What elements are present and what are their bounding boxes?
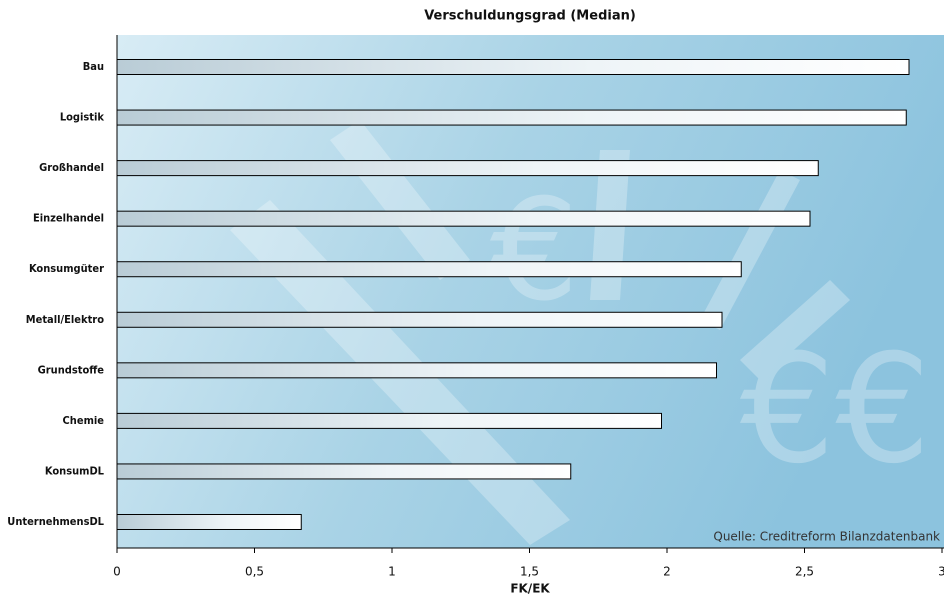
bar — [116, 463, 572, 480]
category-label: Logistik — [60, 111, 105, 124]
category-label: Chemie — [63, 414, 105, 427]
bar — [116, 311, 723, 328]
category-label: Metall/Elektro — [26, 313, 104, 326]
x-tick-label: 2,5 — [795, 565, 814, 579]
bar — [116, 210, 811, 227]
chart-title: Verschuldungsgrad (Median) — [424, 9, 636, 24]
category-label: KonsumDL — [45, 464, 105, 477]
x-tick-label: 1 — [388, 565, 396, 579]
bar — [116, 59, 910, 75]
bar — [116, 109, 907, 126]
euro-sign: €€ — [740, 323, 931, 497]
x-tick-label: 1,5 — [520, 565, 539, 579]
bar — [116, 160, 819, 177]
x-tick-label: 0,5 — [245, 565, 264, 579]
x-tick-label: 2 — [663, 565, 671, 579]
source-note: Quelle: Creditreform Bilanzdatenbank — [713, 530, 940, 544]
category-label: Großhandel — [39, 161, 104, 174]
euro-sign: € — [490, 170, 579, 333]
category-label: Grundstoffe — [38, 363, 105, 376]
category-label: Einzelhandel — [33, 212, 104, 225]
bar — [116, 261, 742, 278]
x-axis-label: FK/EK — [510, 582, 550, 596]
x-tick-label: 0 — [113, 565, 121, 579]
category-label: Konsumgüter — [29, 262, 104, 275]
bar — [116, 412, 662, 429]
bar — [116, 362, 717, 379]
x-tick-label: 3 — [938, 565, 944, 579]
bar — [116, 514, 302, 530]
category-label: UnternehmensDL — [7, 515, 104, 528]
category-label: Bau — [83, 60, 104, 73]
